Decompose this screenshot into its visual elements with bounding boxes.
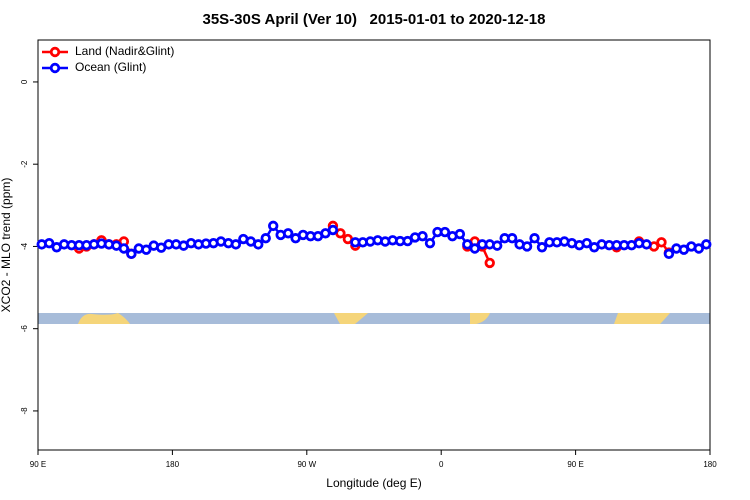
data-point — [521, 241, 533, 252]
y-axis-label: XCO2 - MLO trend (ppm) — [0, 178, 13, 313]
y-tick-label: 0 — [20, 79, 29, 84]
x-tick-label: 180 — [703, 460, 717, 469]
data-point — [253, 239, 264, 250]
data-point — [529, 233, 540, 244]
y-tick-label: -8 — [20, 407, 29, 415]
data-point — [118, 243, 130, 254]
data-point — [44, 237, 55, 249]
y-tick-label: -4 — [20, 242, 29, 250]
x-tick-label: 90 E — [30, 460, 46, 469]
data-point — [327, 224, 339, 236]
data-point — [656, 237, 667, 248]
legend-label: Land (Nadir&Glint) — [75, 44, 174, 58]
legend-marker — [49, 46, 61, 58]
data-point — [141, 244, 152, 255]
data-point — [402, 235, 413, 247]
data-point — [439, 226, 451, 238]
data-point — [663, 248, 675, 260]
data-point — [260, 233, 271, 244]
data-point — [230, 239, 242, 250]
map-strip — [38, 313, 710, 324]
data-point — [701, 239, 712, 250]
data-point — [126, 248, 137, 260]
x-tick-label: 0 — [439, 460, 444, 469]
data-point — [424, 237, 436, 249]
legend-marker — [49, 62, 61, 74]
data-point — [536, 242, 548, 253]
x-axis-label: Longitude (deg E) — [326, 476, 421, 490]
x-tick-label: 90 E — [567, 460, 583, 469]
data-point — [469, 243, 480, 254]
data-point — [462, 239, 473, 250]
data-point — [581, 237, 592, 249]
data-point — [282, 228, 294, 239]
y-tick-label: -6 — [20, 325, 29, 333]
x-tick-label: 180 — [166, 460, 180, 469]
data-point — [484, 257, 495, 269]
data-point — [506, 233, 518, 244]
data-point — [492, 240, 503, 251]
x-tick-label: 90 W — [297, 460, 316, 469]
data-point — [268, 220, 279, 232]
chart-title: 35S-30S April (Ver 10) 2015-01-01 to 202… — [203, 11, 546, 28]
data-point — [641, 239, 652, 250]
data-point — [454, 228, 466, 240]
legend-label: Ocean (Glint) — [75, 60, 146, 74]
y-tick-label: -2 — [20, 160, 29, 168]
data-point — [417, 230, 428, 242]
data-point — [693, 243, 704, 254]
